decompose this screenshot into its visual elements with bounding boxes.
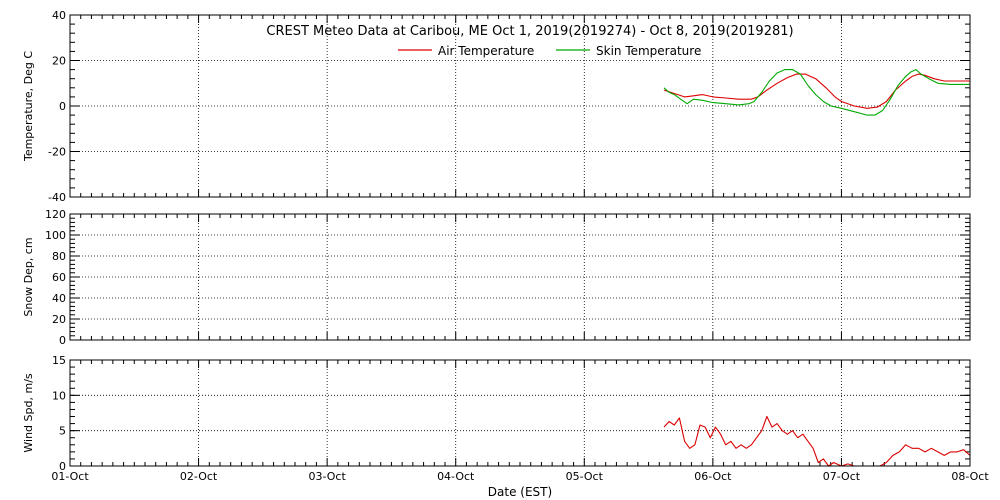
series-line-skin-temperature <box>663 69 970 116</box>
x-tick-label: 05-Oct <box>566 470 604 483</box>
y-tick-label: 80 <box>52 250 66 263</box>
y-tick-label: -20 <box>48 146 66 159</box>
y-tick-label: 15 <box>52 354 66 367</box>
y-tick-label: 20 <box>52 55 66 68</box>
chart-title: CREST Meteo Data at Caribou, ME Oct 1, 2… <box>266 24 793 39</box>
x-tick-label: 04-Oct <box>437 470 475 483</box>
y-tick-label: 0 <box>59 460 66 473</box>
y-tick-label: 10 <box>52 389 66 402</box>
y-tick-label: 5 <box>59 425 66 438</box>
x-tick-label: 03-Oct <box>308 470 346 483</box>
y-axis-title: Snow Dep, cm <box>22 237 35 316</box>
legend-label-air-temperature: Air Temperature <box>438 44 534 58</box>
series-line-wind-speed <box>663 415 971 467</box>
y-tick-label: 100 <box>45 229 66 242</box>
panel-frame <box>69 14 971 198</box>
y-tick-label: 20 <box>52 313 66 326</box>
y-tick-label: 40 <box>52 292 66 305</box>
y-tick-label: 0 <box>59 100 66 113</box>
x-tick-label: 02-Oct <box>180 470 218 483</box>
panel-frame <box>69 213 971 341</box>
y-tick-label: -40 <box>48 191 66 204</box>
y-axis-title: Wind Spd, m/s <box>22 373 35 453</box>
x-tick-label: 06-Oct <box>694 470 732 483</box>
x-tick-label: 01-Oct <box>51 470 89 483</box>
wind-speed-panel: 0 5 10 15 Wind Spd, m/s <box>22 354 971 473</box>
series-line-air-temperature <box>663 73 970 109</box>
y-tick-label: 40 <box>52 9 66 22</box>
y-tick-label: 60 <box>52 271 66 284</box>
x-axis-title: Date (EST) <box>488 485 552 499</box>
snow-depth-panel: 0 20 40 60 80 100 120 Snow Dep, cm <box>22 208 971 347</box>
y-axis-title: Temperature, Deg C <box>22 51 35 162</box>
x-tick-label: 08-Oct <box>951 470 989 483</box>
y-tick-label: 120 <box>45 208 66 221</box>
temperature-panel: -40 -20 0 20 40 Temperature, Deg C <box>22 9 971 204</box>
legend-label-skin-temperature: Skin Temperature <box>596 44 701 58</box>
panel-frame <box>69 359 971 467</box>
legend: Air Temperature Skin Temperature <box>398 44 701 58</box>
x-tick-label: 07-Oct <box>823 470 861 483</box>
date-axis: 01-Oct 02-Oct 03-Oct 04-Oct 05-Oct 06-Oct 07-O… <box>51 470 989 483</box>
y-tick-label: 0 <box>59 334 66 347</box>
